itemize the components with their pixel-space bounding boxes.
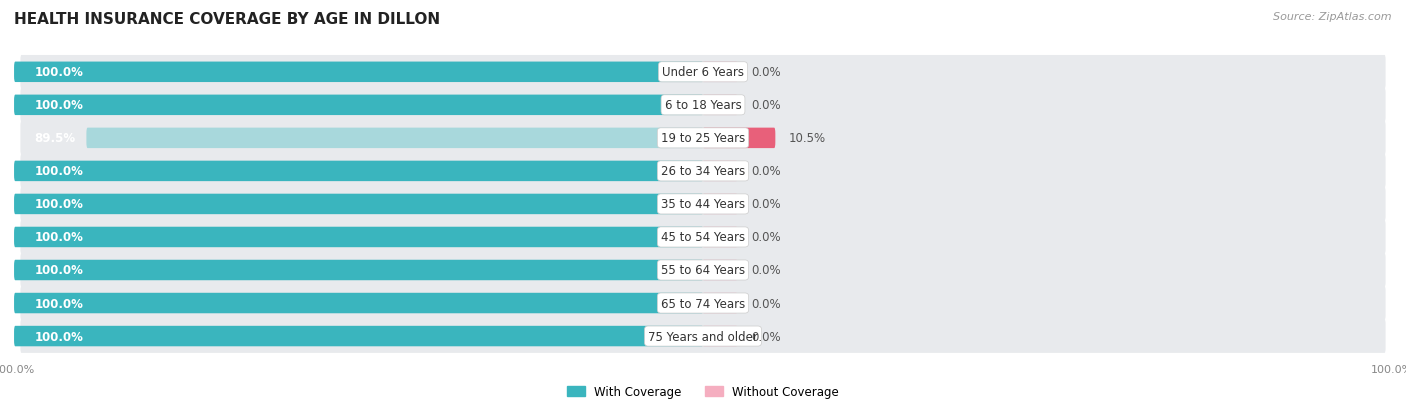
Text: 0.0%: 0.0% (751, 99, 780, 112)
Text: Source: ZipAtlas.com: Source: ZipAtlas.com (1274, 12, 1392, 22)
FancyBboxPatch shape (14, 260, 703, 280)
Text: 0.0%: 0.0% (751, 231, 780, 244)
FancyBboxPatch shape (21, 188, 1385, 221)
FancyBboxPatch shape (703, 161, 738, 182)
Text: 0.0%: 0.0% (751, 264, 780, 277)
Text: 35 to 44 Years: 35 to 44 Years (661, 198, 745, 211)
Text: 0.0%: 0.0% (751, 66, 780, 79)
Text: 75 Years and older: 75 Years and older (648, 330, 758, 343)
Text: 100.0%: 100.0% (35, 231, 83, 244)
Text: 0.0%: 0.0% (751, 198, 780, 211)
Text: 100.0%: 100.0% (35, 165, 83, 178)
Text: HEALTH INSURANCE COVERAGE BY AGE IN DILLON: HEALTH INSURANCE COVERAGE BY AGE IN DILL… (14, 12, 440, 27)
Text: 55 to 64 Years: 55 to 64 Years (661, 264, 745, 277)
FancyBboxPatch shape (703, 227, 738, 248)
Text: 26 to 34 Years: 26 to 34 Years (661, 165, 745, 178)
Text: 45 to 54 Years: 45 to 54 Years (661, 231, 745, 244)
FancyBboxPatch shape (14, 161, 703, 182)
FancyBboxPatch shape (703, 62, 738, 83)
FancyBboxPatch shape (14, 95, 703, 116)
FancyBboxPatch shape (14, 293, 703, 313)
FancyBboxPatch shape (703, 128, 775, 149)
Legend: With Coverage, Without Coverage: With Coverage, Without Coverage (562, 381, 844, 403)
FancyBboxPatch shape (21, 155, 1385, 188)
Text: 0.0%: 0.0% (751, 297, 780, 310)
FancyBboxPatch shape (703, 260, 738, 280)
Text: 100.0%: 100.0% (35, 99, 83, 112)
Text: 6 to 18 Years: 6 to 18 Years (665, 99, 741, 112)
FancyBboxPatch shape (86, 128, 703, 149)
FancyBboxPatch shape (14, 227, 703, 248)
Text: 100.0%: 100.0% (35, 297, 83, 310)
FancyBboxPatch shape (21, 254, 1385, 287)
FancyBboxPatch shape (21, 56, 1385, 90)
FancyBboxPatch shape (14, 62, 703, 83)
FancyBboxPatch shape (21, 319, 1385, 353)
Text: 89.5%: 89.5% (35, 132, 76, 145)
Text: 0.0%: 0.0% (751, 165, 780, 178)
Text: 10.5%: 10.5% (789, 132, 827, 145)
FancyBboxPatch shape (14, 326, 703, 347)
Text: 0.0%: 0.0% (751, 330, 780, 343)
FancyBboxPatch shape (21, 287, 1385, 320)
FancyBboxPatch shape (703, 95, 738, 116)
FancyBboxPatch shape (21, 122, 1385, 155)
FancyBboxPatch shape (21, 89, 1385, 122)
FancyBboxPatch shape (703, 326, 738, 347)
FancyBboxPatch shape (14, 194, 703, 215)
FancyBboxPatch shape (703, 194, 738, 215)
Text: 19 to 25 Years: 19 to 25 Years (661, 132, 745, 145)
Text: 100.0%: 100.0% (35, 66, 83, 79)
FancyBboxPatch shape (703, 293, 738, 313)
Text: Under 6 Years: Under 6 Years (662, 66, 744, 79)
Text: 100.0%: 100.0% (35, 198, 83, 211)
Text: 100.0%: 100.0% (35, 330, 83, 343)
Text: 65 to 74 Years: 65 to 74 Years (661, 297, 745, 310)
Text: 100.0%: 100.0% (35, 264, 83, 277)
FancyBboxPatch shape (21, 221, 1385, 254)
